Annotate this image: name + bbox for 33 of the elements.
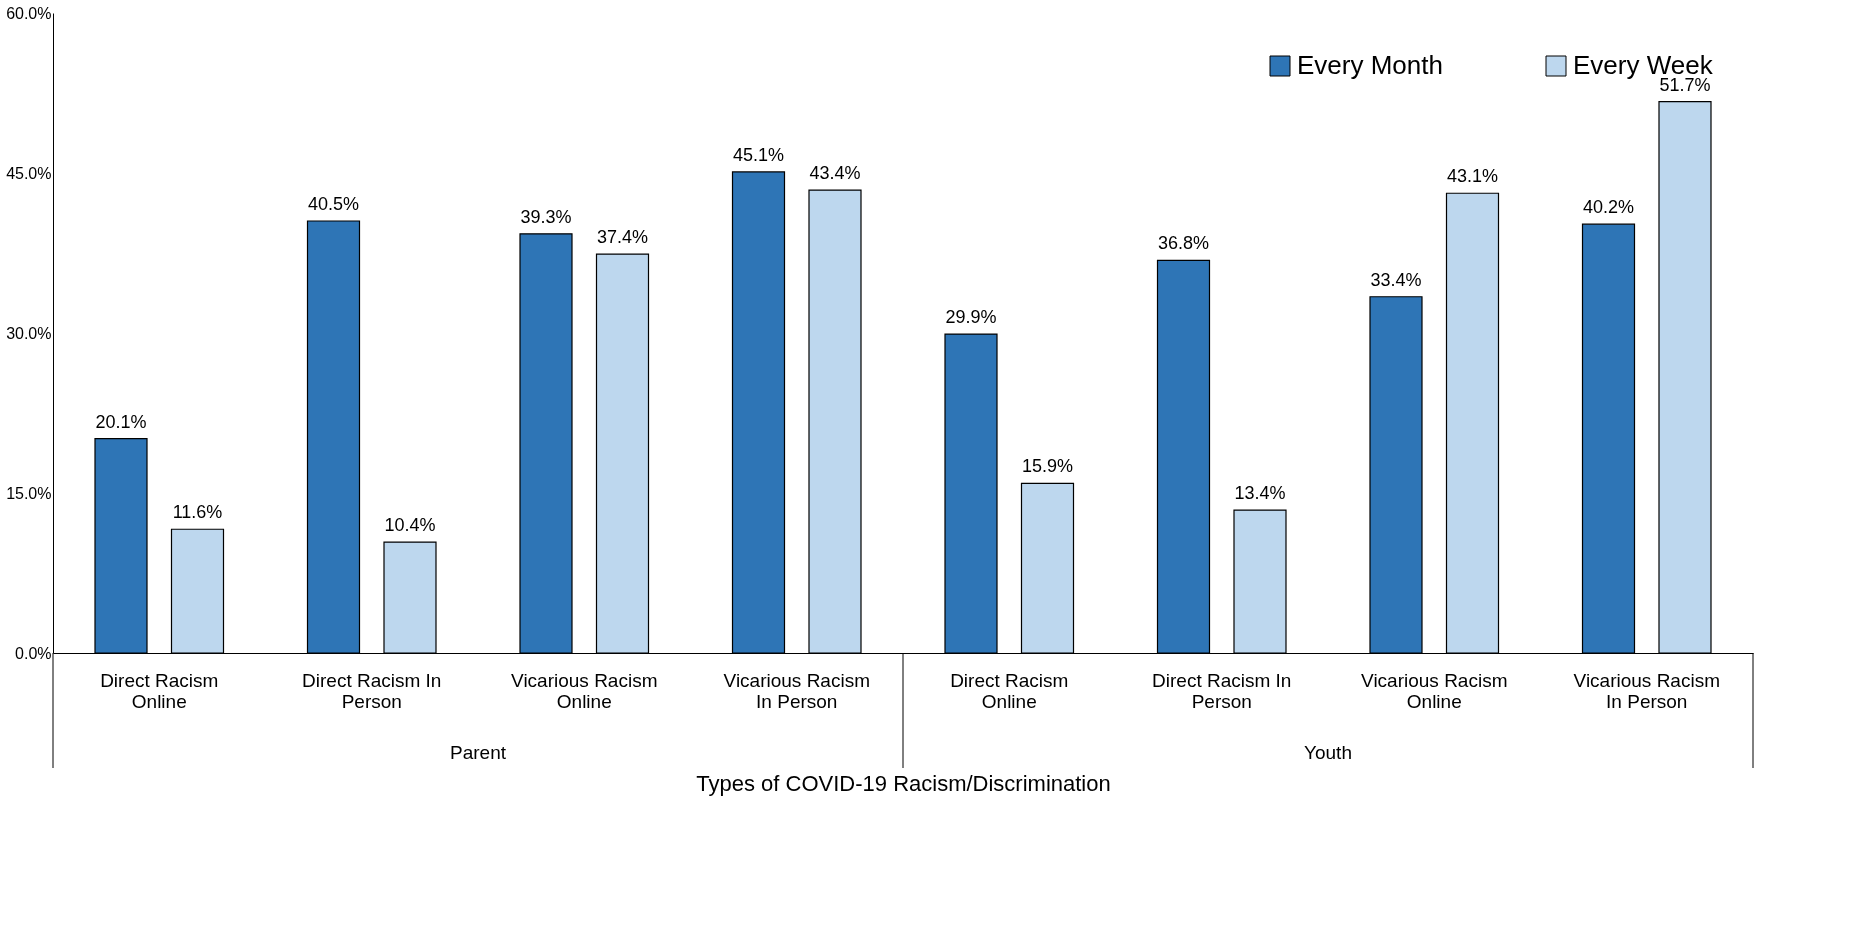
data-label: 43.4% [809,163,861,184]
data-label: 45.1% [732,144,785,165]
data-label: 37.4% [596,227,649,248]
data-label: 20.1% [95,411,147,432]
text: Parent [450,742,507,763]
data-label: 11.6% [172,502,223,523]
x-tick-label: Direct Racism In Person [1152,669,1292,712]
data-label: 39.3% [520,206,572,227]
data-label: 36.8% [1157,233,1210,254]
data-label: 29.9% [945,307,997,328]
y-tick-label: 60.0% [6,4,52,22]
data-label: 33.4% [1370,269,1422,290]
data-label: 51.7% [1659,74,1711,95]
data-label: 13.4% [1234,483,1286,504]
legend-label: Every Month [1297,50,1443,80]
data-label: 40.5% [307,194,360,214]
text: Youth [1304,742,1352,763]
data-label: 40.2% [1582,197,1635,218]
y-tick-label: 45.0% [6,164,52,182]
data-label: 15.9% [1021,456,1074,477]
x-tick-label: Vicarious Racism Online [511,669,658,712]
data-label: 43.1% [1446,166,1499,187]
y-tick-label: 0.0% [15,644,52,662]
x-tick-label: Vicarious Racism In Person [1573,669,1720,712]
x-tick-label: Vicarious Racism Online [1361,669,1508,712]
x-axis-title: Types of COVID-19 Racism/Discrimination [696,770,1111,796]
x-tick-label: Direct Racism Online [100,669,219,712]
data-label: 10.4% [384,515,436,536]
x-tick-label: Direct Racism In Person [302,669,442,712]
y-tick-label: 30.0% [6,324,52,342]
x-tick-label: Vicarious Racism In Person [723,669,870,712]
x-tick-label: Direct Racism Online [950,669,1069,712]
y-tick-label: 15.0% [6,484,52,502]
